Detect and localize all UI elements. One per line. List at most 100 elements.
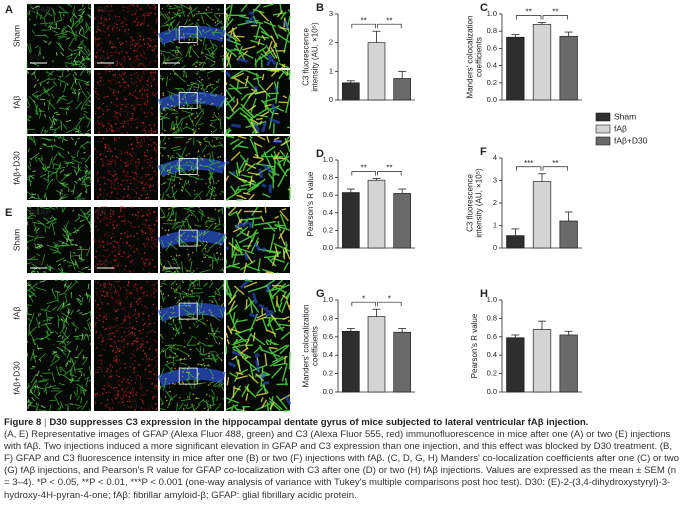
y-tick-label: 1.0 [487,295,497,304]
stain [159,206,225,273]
roi-box [178,229,198,247]
y-axis-label: coefficients [475,37,484,77]
y-tick-label: 0.2 [323,225,333,234]
scale-bar-label: 50μm [97,56,112,62]
y-tick-label: 0.2 [487,369,497,378]
y-axis-label: coefficients [311,326,320,366]
stain [225,206,291,274]
significance-bracket [377,171,402,176]
significance-bracket [377,301,402,307]
significance-label: ** [361,16,367,25]
bar [342,192,360,249]
significance-label: ** [361,164,367,173]
y-tick-label: 0.2 [323,369,333,378]
column-label: C3 [97,208,107,217]
y-axis-label: intensity (AU, ×10⁵) [475,168,484,238]
panel-letter: B [316,2,324,14]
significance-bracket [351,301,376,307]
bar [559,36,578,101]
y-tick-label: 0.8 [487,313,497,322]
y-axis-label: Pearson's R value [306,171,315,236]
stain [94,135,159,201]
y-tick-label: 0.0 [487,387,497,396]
row-label: fAβ [11,306,21,319]
row-label: fAβ+D30 [11,151,21,185]
stain [94,344,158,411]
y-tick-label: 0.6 [323,332,333,341]
y-tick-label: 0.8 [323,313,333,322]
stain [26,135,92,201]
scale-bar-label: 50μm [30,261,45,267]
significance-label: *** [524,159,533,168]
bar [506,235,525,249]
y-tick-label: 2 [493,198,497,207]
stain [26,3,92,69]
stain [93,206,158,274]
y-tick-label: 1.0 [323,295,333,304]
stain [159,136,225,201]
caption-text: (A, E) Representative images of GFAP (Al… [4,429,680,501]
y-tick-label: 0.0 [487,95,497,104]
legend-swatch [595,112,611,122]
roi-box [178,157,198,175]
y-axis-label: Pearson's R value [470,313,479,378]
stain [93,3,159,69]
significance-bracket [377,23,402,29]
significance-bracket [351,171,376,176]
panel-letter: G [316,288,325,300]
stain [157,25,226,45]
y-tick-label: 0.4 [323,350,333,359]
scale-bar-label: 50μm [30,56,45,62]
stain [93,206,159,274]
stain [225,135,291,201]
bar [367,179,386,249]
row-label: Sham [11,229,21,251]
bar [532,181,552,249]
stain [93,344,159,411]
significance-label: ** [386,164,392,173]
y-tick-label: 0 [329,95,333,104]
stain [26,279,92,346]
column-label: GFAP [30,5,50,14]
roi-box [178,302,198,320]
stain [160,5,225,68]
stain [225,221,267,261]
bar [393,78,411,101]
y-tick-label: 0.8 [323,173,333,182]
stain [225,279,291,347]
caption-label: Figure 8 [4,417,42,428]
bar [342,330,360,393]
stain [26,279,92,347]
significance-bracket [515,15,542,20]
stain [157,157,226,177]
significance-label: ** [386,16,392,25]
roi-box [178,367,198,385]
panel-letter: E [5,207,12,219]
stain [227,350,292,405]
stain [227,11,290,67]
stain [157,91,226,111]
y-tick-label: 0.4 [323,208,333,217]
stain [28,137,91,201]
stain [159,345,225,412]
panel-letter: C [480,2,488,14]
stain [225,281,291,347]
legend-swatch [595,136,611,146]
row-label: fAβ [11,95,21,108]
y-tick-label: 4 [493,153,497,162]
legend-label: Sham [614,111,636,121]
stain [159,69,224,134]
panel-letter: H [480,288,488,300]
significance-label: ** [552,159,558,168]
stain [159,279,225,347]
y-axis-label: intensity (AU, ×10⁵) [311,22,320,92]
significance-bracket [542,166,569,171]
stain [239,279,275,319]
stain [95,135,159,201]
y-tick-label: 0.8 [487,26,497,35]
y-axis-label: Manders' colocalization [466,16,475,99]
roi-box [178,25,198,43]
caption-title: D30 suppresses C3 expression in the hipp… [49,417,589,428]
